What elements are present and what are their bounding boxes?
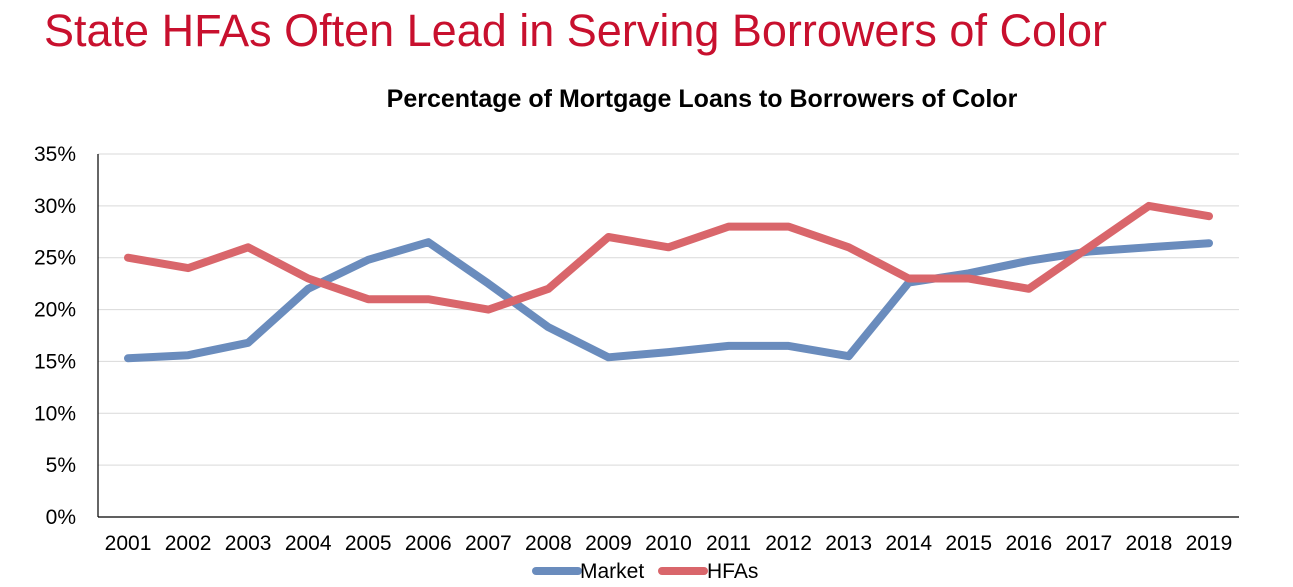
axes bbox=[97, 154, 1239, 518]
legend: Market HFAs bbox=[532, 560, 758, 583]
x-tick-label: 2008 bbox=[525, 532, 572, 555]
x-tick-label: 2015 bbox=[945, 532, 992, 555]
slide-title: State HFAs Often Lead in Serving Borrowe… bbox=[44, 5, 1107, 56]
y-axis-tick-labels: 0% 5% 10% 15% 20% 25% 30% 35% bbox=[34, 143, 76, 529]
x-tick-label: 2009 bbox=[585, 532, 632, 555]
x-tick-label: 2011 bbox=[706, 532, 751, 555]
x-tick-label: 2005 bbox=[345, 532, 392, 555]
chart-title: Percentage of Mortgage Loans to Borrower… bbox=[386, 85, 1018, 113]
y-tick-label: 10% bbox=[34, 402, 76, 425]
series-line-market bbox=[124, 238, 1213, 363]
y-tick-label: 35% bbox=[34, 143, 76, 166]
legend-label-hfas: HFAs bbox=[707, 560, 758, 583]
x-tick-label: 2012 bbox=[765, 532, 812, 555]
x-tick-label: 2018 bbox=[1126, 532, 1173, 555]
x-tick-label: 2002 bbox=[165, 532, 212, 555]
y-tick-label: 25% bbox=[34, 247, 76, 270]
x-tick-label: 2010 bbox=[645, 532, 692, 555]
y-tick-label: 5% bbox=[46, 454, 76, 477]
x-axis-tick-labels: 2001 2002 2003 2004 2005 2006 2007 2008 2009 2010… bbox=[105, 532, 1233, 555]
y-tick-label: 30% bbox=[34, 195, 76, 218]
x-tick-label: 2016 bbox=[1005, 532, 1052, 555]
x-tick-label: 2001 bbox=[105, 532, 152, 555]
x-tick-label: 2006 bbox=[405, 532, 452, 555]
x-tick-label: 2004 bbox=[285, 532, 332, 555]
x-tick-label: 2013 bbox=[825, 532, 872, 555]
x-tick-label: 2017 bbox=[1066, 532, 1113, 555]
x-tick-label: 2014 bbox=[885, 532, 932, 555]
y-tick-label: 0% bbox=[46, 506, 76, 529]
x-tick-label: 2007 bbox=[465, 532, 512, 555]
series-line-hfas bbox=[124, 201, 1213, 314]
legend-label-market: Market bbox=[580, 560, 644, 583]
series-lines bbox=[124, 201, 1213, 363]
x-tick-label: 2019 bbox=[1186, 532, 1233, 555]
x-tick-label: 2003 bbox=[225, 532, 272, 555]
y-tick-label: 20% bbox=[34, 299, 76, 322]
y-tick-label: 15% bbox=[34, 350, 76, 373]
gridlines bbox=[98, 153, 1239, 466]
